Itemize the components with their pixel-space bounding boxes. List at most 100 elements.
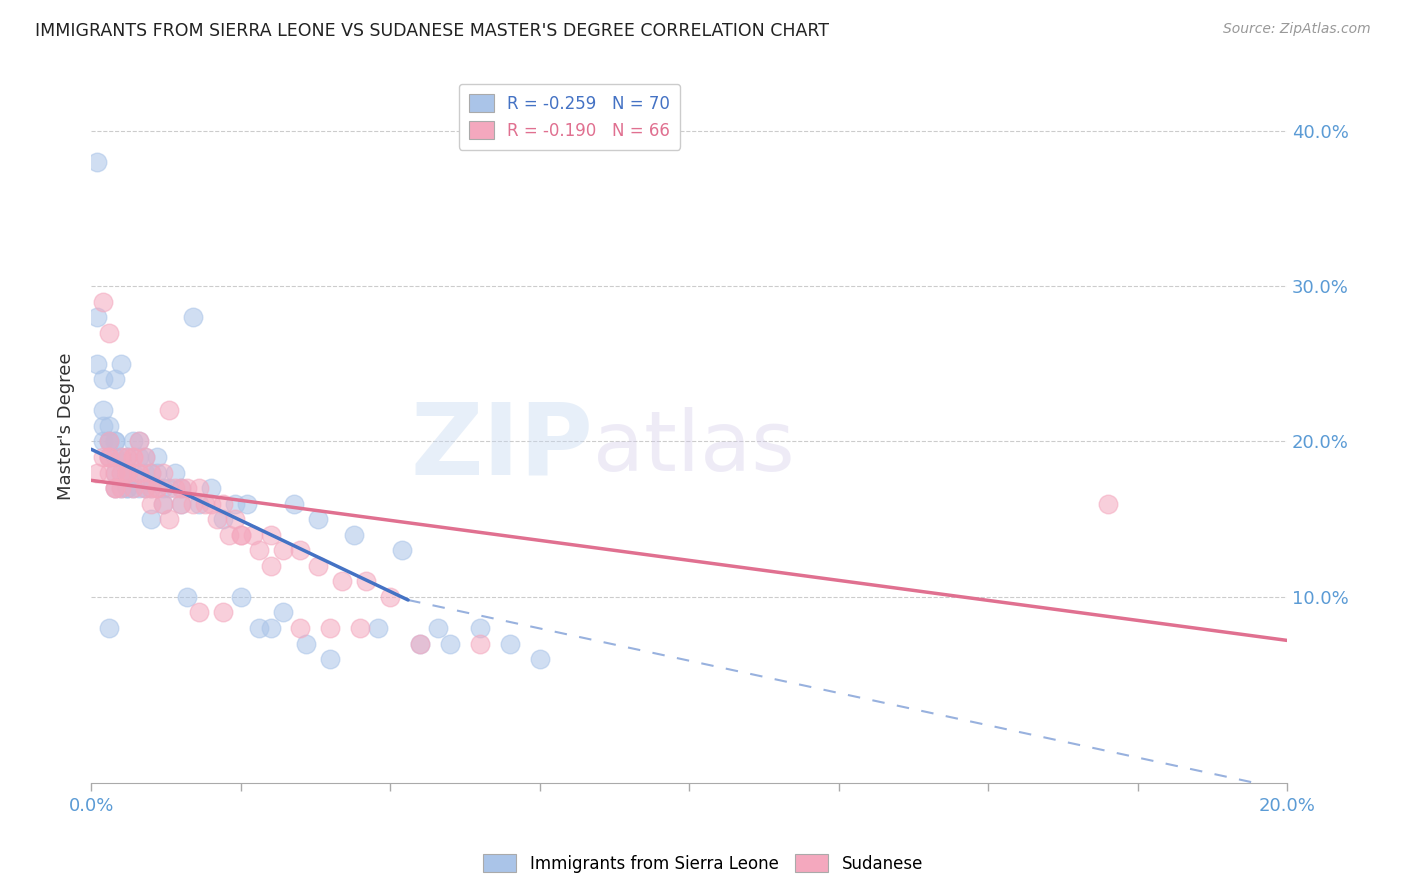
- Point: [139, 512, 162, 526]
- Point: [98, 621, 121, 635]
- Point: [295, 636, 318, 650]
- Point: [91, 372, 114, 386]
- Point: [176, 481, 198, 495]
- Point: [247, 621, 270, 635]
- Point: [104, 481, 127, 495]
- Point: [115, 450, 138, 464]
- Point: [134, 450, 156, 464]
- Point: [176, 590, 198, 604]
- Y-axis label: Master's Degree: Master's Degree: [58, 352, 75, 500]
- Point: [170, 481, 193, 495]
- Point: [110, 466, 132, 480]
- Point: [91, 403, 114, 417]
- Point: [468, 636, 491, 650]
- Point: [104, 434, 127, 449]
- Point: [128, 466, 150, 480]
- Point: [290, 621, 312, 635]
- Point: [98, 434, 121, 449]
- Point: [170, 481, 193, 495]
- Point: [134, 450, 156, 464]
- Point: [98, 326, 121, 340]
- Point: [349, 621, 371, 635]
- Point: [146, 450, 169, 464]
- Point: [115, 466, 138, 480]
- Point: [104, 481, 127, 495]
- Point: [271, 543, 294, 558]
- Point: [98, 466, 121, 480]
- Point: [200, 481, 222, 495]
- Point: [139, 497, 162, 511]
- Point: [157, 481, 180, 495]
- Point: [439, 636, 461, 650]
- Point: [229, 527, 252, 541]
- Point: [229, 527, 252, 541]
- Point: [110, 466, 132, 480]
- Point: [110, 450, 132, 464]
- Point: [152, 481, 174, 495]
- Point: [181, 497, 204, 511]
- Point: [354, 574, 377, 589]
- Point: [319, 652, 342, 666]
- Point: [98, 434, 121, 449]
- Point: [187, 497, 209, 511]
- Point: [205, 512, 228, 526]
- Point: [128, 450, 150, 464]
- Point: [181, 310, 204, 325]
- Point: [307, 558, 329, 573]
- Point: [104, 434, 127, 449]
- Point: [170, 497, 193, 511]
- Point: [128, 434, 150, 449]
- Point: [409, 636, 432, 650]
- Point: [115, 466, 138, 480]
- Point: [104, 481, 127, 495]
- Point: [271, 606, 294, 620]
- Point: [152, 497, 174, 511]
- Point: [152, 466, 174, 480]
- Point: [163, 481, 186, 495]
- Text: ZIP: ZIP: [411, 399, 593, 496]
- Point: [122, 481, 145, 495]
- Point: [211, 606, 233, 620]
- Point: [98, 450, 121, 464]
- Point: [200, 497, 222, 511]
- Point: [98, 419, 121, 434]
- Point: [139, 466, 162, 480]
- Point: [247, 543, 270, 558]
- Point: [146, 481, 169, 495]
- Point: [104, 450, 127, 464]
- Point: [139, 466, 162, 480]
- Point: [391, 543, 413, 558]
- Point: [187, 481, 209, 495]
- Point: [139, 481, 162, 495]
- Point: [104, 466, 127, 480]
- Point: [319, 621, 342, 635]
- Point: [259, 558, 281, 573]
- Point: [235, 497, 257, 511]
- Point: [163, 466, 186, 480]
- Point: [128, 466, 150, 480]
- Point: [194, 497, 217, 511]
- Point: [529, 652, 551, 666]
- Point: [330, 574, 353, 589]
- Point: [378, 590, 401, 604]
- Point: [86, 466, 108, 480]
- Point: [134, 481, 156, 495]
- Point: [211, 497, 233, 511]
- Point: [211, 512, 233, 526]
- Point: [152, 497, 174, 511]
- Point: [110, 481, 132, 495]
- Point: [91, 294, 114, 309]
- Point: [242, 527, 264, 541]
- Point: [115, 481, 138, 495]
- Point: [98, 450, 121, 464]
- Legend: Immigrants from Sierra Leone, Sudanese: Immigrants from Sierra Leone, Sudanese: [477, 847, 929, 880]
- Point: [229, 590, 252, 604]
- Point: [283, 497, 305, 511]
- Point: [157, 512, 180, 526]
- Point: [170, 497, 193, 511]
- Text: atlas: atlas: [593, 407, 796, 488]
- Point: [139, 481, 162, 495]
- Point: [110, 481, 132, 495]
- Point: [115, 450, 138, 464]
- Point: [98, 434, 121, 449]
